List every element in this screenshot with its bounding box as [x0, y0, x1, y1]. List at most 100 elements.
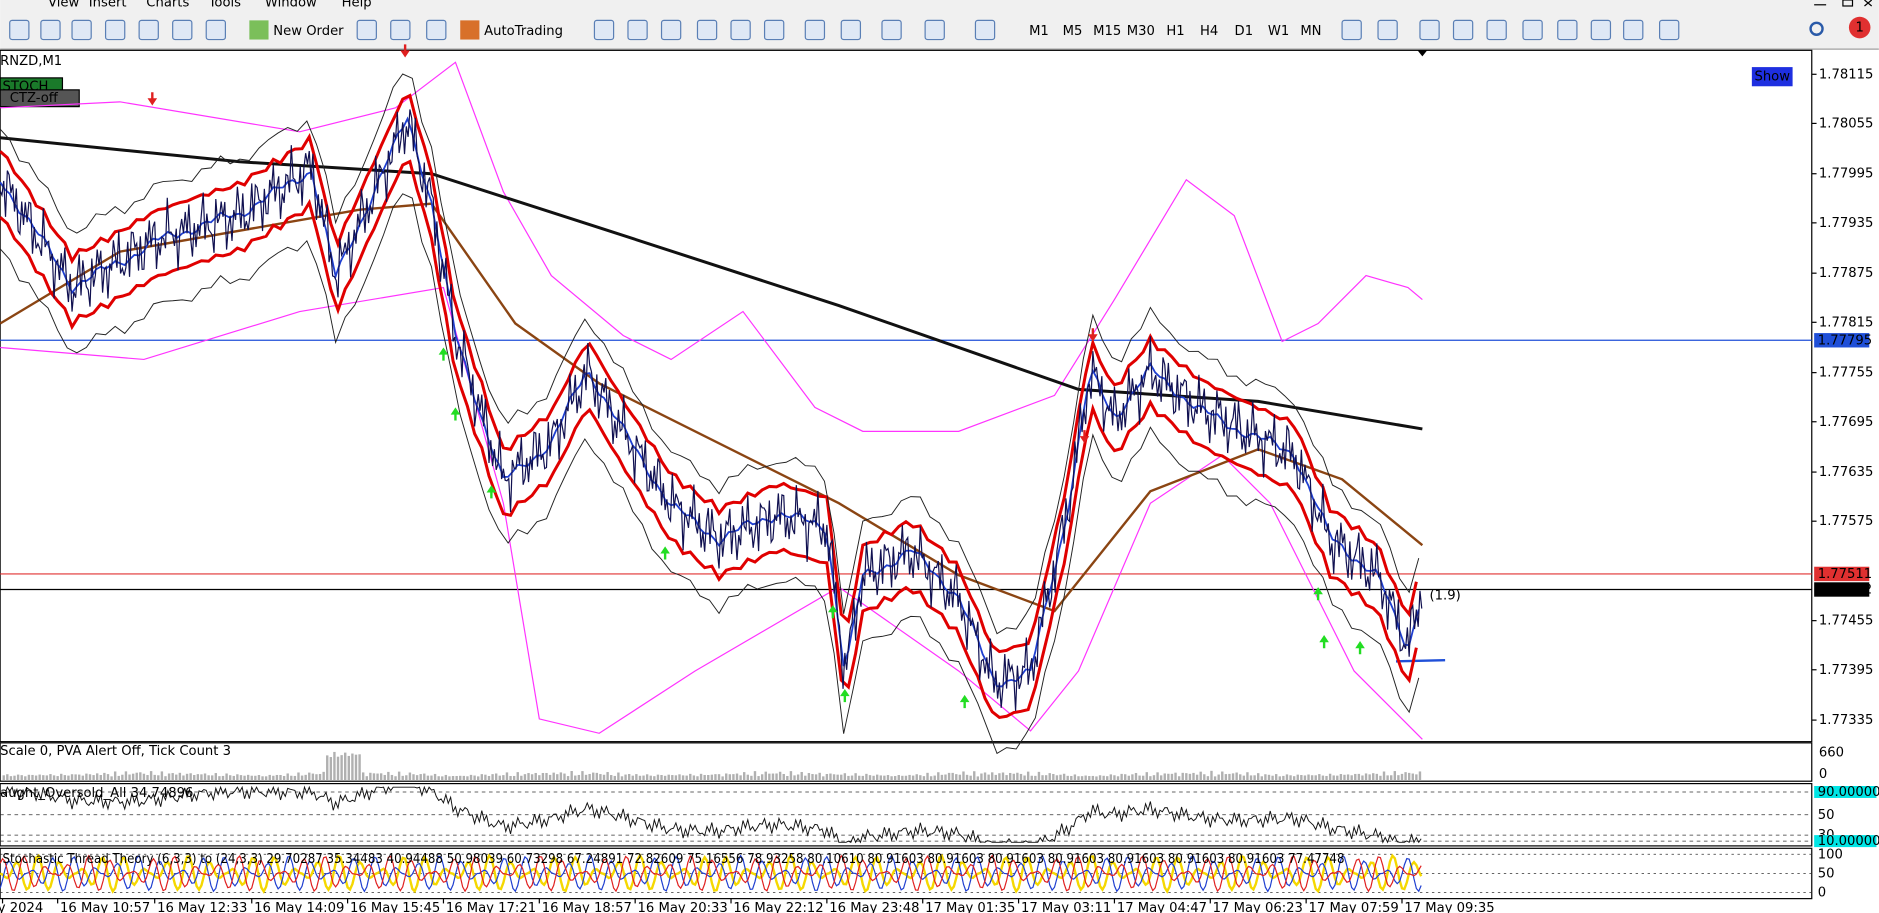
- volume-bar: [149, 771, 153, 781]
- volume-bar: [1138, 775, 1141, 781]
- volume-bar: [275, 774, 279, 781]
- toolbar-icon[interactable]: [390, 19, 411, 41]
- volume-bar: [444, 774, 448, 781]
- toolbar-icon[interactable]: [356, 19, 377, 41]
- volume-bar: [412, 774, 415, 781]
- timeframe-button[interactable]: H4: [1200, 24, 1218, 39]
- timeframe-button[interactable]: H1: [1166, 24, 1184, 39]
- timeframe-button[interactable]: MN: [1300, 24, 1321, 39]
- volume-bar: [915, 774, 918, 781]
- new-order-button[interactable]: New Order: [273, 24, 344, 39]
- toolbar-icon[interactable]: [1658, 19, 1680, 41]
- autotrading-icon[interactable]: [460, 20, 480, 40]
- timeframe-button[interactable]: M1: [1029, 24, 1049, 39]
- volume-bar: [969, 775, 972, 781]
- toolbar-icon[interactable]: [138, 19, 159, 41]
- volume-bar: [1203, 774, 1206, 781]
- toolbar-icon[interactable]: [593, 19, 615, 41]
- notification-badge[interactable]: [1848, 16, 1871, 39]
- toolbar-icon[interactable]: [1557, 19, 1578, 41]
- toolbar-icon[interactable]: [1341, 19, 1362, 41]
- menu-item[interactable]: Tools: [208, 0, 242, 10]
- new-order-icon[interactable]: [249, 20, 269, 40]
- toolbar-icon[interactable]: [205, 19, 226, 41]
- toolbar-icon[interactable]: [1486, 19, 1507, 41]
- menu-item[interactable]: Help: [342, 0, 372, 10]
- autotrading-button[interactable]: AutoTrading: [484, 24, 563, 39]
- volume-bar: [530, 774, 534, 781]
- show-button-label[interactable]: Show: [1754, 70, 1790, 85]
- show-button[interactable]: [1751, 67, 1793, 87]
- toolbar-icon[interactable]: [104, 19, 126, 41]
- toolbar-icon[interactable]: [660, 19, 682, 41]
- volume-bar: [1034, 775, 1037, 781]
- volume-bar: [1084, 775, 1087, 781]
- toolbar-icon[interactable]: [172, 19, 193, 41]
- volume-bar: [1350, 775, 1353, 781]
- toolbar-icon[interactable]: [730, 19, 751, 41]
- volume-bar: [1372, 773, 1375, 781]
- volume-bar: [1310, 775, 1314, 781]
- timeframe-button[interactable]: M30: [1127, 24, 1155, 39]
- timeframe-button[interactable]: M5: [1063, 24, 1083, 39]
- toolbar-icon[interactable]: [804, 19, 826, 41]
- price-label: 1.77935: [1819, 216, 1873, 231]
- volume-bar: [290, 775, 293, 781]
- toolbar-icon[interactable]: [71, 19, 92, 41]
- volume-bar: [304, 774, 307, 781]
- volume-bar: [879, 775, 882, 781]
- search-icon[interactable]: [1809, 21, 1824, 36]
- volume-bar: [685, 775, 688, 781]
- volume-bar: [1397, 775, 1400, 781]
- menu-item[interactable]: Charts: [146, 0, 189, 10]
- timeframe-button[interactable]: M15: [1093, 24, 1121, 39]
- notification-count[interactable]: 1: [1856, 21, 1864, 36]
- volume-bar: [1368, 774, 1371, 781]
- toolbar-icon[interactable]: [426, 19, 447, 41]
- toolbar-icon[interactable]: [881, 19, 902, 41]
- toolbar-icon[interactable]: [1590, 19, 1612, 41]
- volume-bar: [1052, 773, 1055, 781]
- volume-bar: [1278, 776, 1281, 781]
- volume-bar: [218, 776, 221, 781]
- sell-arrow: [400, 44, 410, 58]
- volume-bar: [897, 775, 900, 781]
- toolbar-icon[interactable]: [1452, 19, 1474, 41]
- volume-bar: [397, 771, 401, 781]
- timeframe-button[interactable]: D1: [1235, 24, 1254, 39]
- toolbar-icon[interactable]: [9, 19, 30, 41]
- toolbar-icon[interactable]: [974, 19, 996, 41]
- volume-bar: [1149, 776, 1152, 781]
- volume-bar: [850, 775, 854, 781]
- close-icon[interactable]: [1864, 0, 1873, 7]
- volume-bar: [1131, 774, 1134, 781]
- volume-bar: [1217, 774, 1220, 781]
- sell-arrow: [1079, 430, 1090, 444]
- toolbar-icon[interactable]: [40, 19, 61, 41]
- volume-bar: [1037, 771, 1041, 781]
- toolbar-icon[interactable]: [763, 19, 785, 41]
- volume-bar: [81, 775, 85, 781]
- volume-bar: [185, 773, 189, 781]
- menu-item[interactable]: View: [48, 0, 79, 10]
- menu-item[interactable]: Window: [265, 0, 317, 10]
- toolbar-icon[interactable]: [924, 19, 945, 41]
- menu-item[interactable]: Insert: [89, 0, 127, 10]
- timeframe-button[interactable]: W1: [1268, 24, 1289, 39]
- toolbar-icon[interactable]: [1419, 19, 1440, 41]
- volume-bar: [753, 771, 757, 781]
- volume-bar: [272, 775, 275, 781]
- toolbar-icon[interactable]: [1623, 19, 1644, 41]
- volume-bar: [922, 776, 926, 781]
- maximize-icon[interactable]: [1842, 0, 1854, 7]
- volume-bar: [13, 775, 16, 781]
- toolbar-icon[interactable]: [840, 19, 862, 41]
- volume-bar: [128, 774, 131, 781]
- volume-bar: [390, 774, 394, 781]
- buy-arrow: [959, 694, 970, 709]
- toolbar-icon[interactable]: [627, 19, 648, 41]
- toolbar-icon[interactable]: [1522, 19, 1543, 41]
- volume-bar: [825, 773, 829, 781]
- toolbar-icon[interactable]: [696, 19, 718, 41]
- toolbar-icon[interactable]: [1377, 19, 1398, 41]
